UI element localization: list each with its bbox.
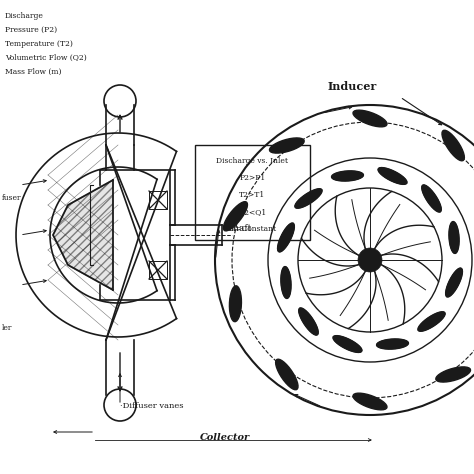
Polygon shape bbox=[436, 367, 471, 382]
Text: P2>P1: P2>P1 bbox=[239, 174, 265, 182]
Text: m=Constant: m=Constant bbox=[228, 225, 276, 233]
Polygon shape bbox=[376, 339, 409, 349]
Text: Shaft: Shaft bbox=[227, 224, 251, 233]
Polygon shape bbox=[281, 266, 291, 299]
Polygon shape bbox=[229, 286, 241, 322]
Text: Collector: Collector bbox=[200, 433, 250, 442]
Polygon shape bbox=[275, 359, 298, 390]
Polygon shape bbox=[378, 167, 407, 184]
Polygon shape bbox=[269, 138, 304, 153]
Polygon shape bbox=[353, 110, 387, 127]
Polygon shape bbox=[223, 201, 247, 231]
Polygon shape bbox=[332, 171, 364, 181]
Polygon shape bbox=[53, 180, 113, 290]
Polygon shape bbox=[278, 223, 294, 252]
Polygon shape bbox=[449, 221, 459, 254]
Text: T2>T1: T2>T1 bbox=[239, 191, 265, 199]
Polygon shape bbox=[422, 185, 441, 212]
Polygon shape bbox=[446, 268, 463, 297]
Polygon shape bbox=[442, 130, 465, 161]
Text: Pressure (P2): Pressure (P2) bbox=[5, 26, 57, 34]
Polygon shape bbox=[353, 393, 387, 410]
Circle shape bbox=[358, 248, 382, 272]
Text: Inducer: Inducer bbox=[328, 81, 377, 92]
Polygon shape bbox=[333, 336, 362, 353]
Polygon shape bbox=[295, 189, 322, 208]
Polygon shape bbox=[299, 308, 318, 335]
Polygon shape bbox=[418, 312, 445, 331]
Text: Q2<Q1: Q2<Q1 bbox=[238, 208, 266, 216]
Text: Volumetric Flow (Q2): Volumetric Flow (Q2) bbox=[5, 54, 87, 62]
Text: Temperature (T2): Temperature (T2) bbox=[5, 40, 73, 48]
Text: ·Diffuser vanes: ·Diffuser vanes bbox=[120, 402, 183, 410]
Text: Discharge vs. Inlet: Discharge vs. Inlet bbox=[217, 157, 289, 165]
Text: fuser: fuser bbox=[2, 194, 21, 202]
Bar bbox=[195, 145, 310, 240]
Text: Mass Flow (m): Mass Flow (m) bbox=[5, 68, 62, 76]
Text: Discharge: Discharge bbox=[5, 12, 44, 20]
Text: ler: ler bbox=[2, 324, 12, 332]
